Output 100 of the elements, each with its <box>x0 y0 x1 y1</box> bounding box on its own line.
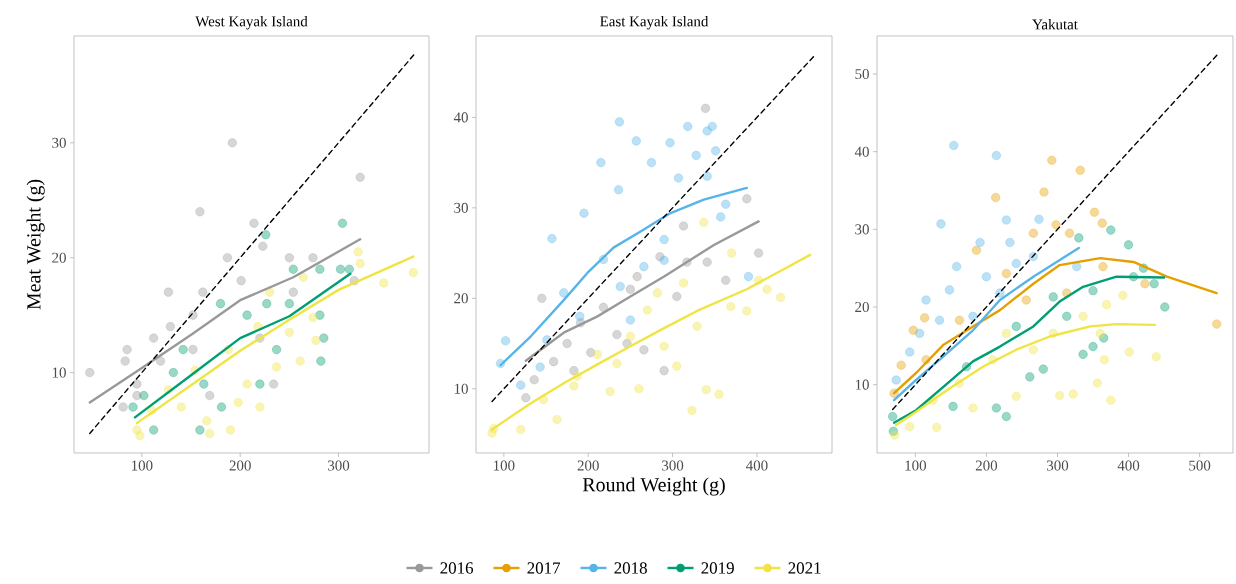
point <box>639 345 649 355</box>
point <box>227 138 237 148</box>
point <box>1028 228 1038 238</box>
point <box>634 384 644 394</box>
point <box>1011 258 1021 269</box>
point <box>702 171 712 181</box>
x-tick-label: 100 <box>493 460 515 471</box>
y-tick-label: 40 <box>854 146 869 157</box>
point <box>596 158 606 168</box>
point <box>726 301 736 312</box>
point <box>613 185 624 195</box>
point <box>284 299 294 309</box>
point <box>337 218 348 228</box>
point <box>1001 215 1011 225</box>
point <box>1001 328 1011 338</box>
point <box>579 208 589 218</box>
point <box>547 234 557 244</box>
point <box>888 411 898 422</box>
x-tick-label: 400 <box>1117 460 1140 471</box>
x-tick-label: 500 <box>1189 460 1211 471</box>
point <box>149 425 159 435</box>
point <box>615 281 625 292</box>
point <box>702 257 712 267</box>
point <box>1001 411 1011 422</box>
point <box>1078 349 1088 359</box>
point <box>659 255 669 265</box>
point <box>952 262 962 272</box>
point <box>1092 378 1102 388</box>
point <box>742 306 752 316</box>
point <box>271 362 282 372</box>
chart-title: East Kayak Island <box>600 15 709 30</box>
point <box>516 424 526 435</box>
point <box>1055 390 1065 401</box>
point <box>344 264 354 274</box>
point <box>632 272 642 282</box>
point <box>128 402 138 412</box>
point <box>120 356 130 366</box>
point <box>971 245 982 255</box>
point <box>1212 319 1222 329</box>
point <box>155 356 166 366</box>
point <box>754 248 764 258</box>
point <box>949 140 959 151</box>
point <box>631 136 641 146</box>
point <box>552 414 562 425</box>
y-tick-label: 10 <box>52 367 66 378</box>
y-tick-label: 10 <box>454 383 468 394</box>
point <box>249 218 259 228</box>
point <box>954 315 965 325</box>
x-tick-label: 300 <box>662 460 684 471</box>
point <box>968 311 978 321</box>
point <box>1047 155 1057 165</box>
point <box>710 146 721 156</box>
x-tick-label: 100 <box>905 460 927 471</box>
point <box>298 272 308 282</box>
point <box>646 158 657 168</box>
point <box>1097 218 1107 228</box>
point <box>1124 347 1134 357</box>
point <box>652 288 662 298</box>
point <box>625 284 635 294</box>
point <box>948 401 958 411</box>
point <box>1118 290 1128 300</box>
y-tick-label: 20 <box>454 293 468 304</box>
point <box>261 230 271 240</box>
point <box>122 345 132 355</box>
point <box>975 237 985 248</box>
point <box>315 310 325 320</box>
point <box>549 357 559 367</box>
point <box>202 416 212 426</box>
point <box>605 386 615 397</box>
point <box>1038 364 1048 374</box>
point <box>1140 279 1150 289</box>
legend-label: 2019 <box>701 562 734 574</box>
point <box>335 264 346 274</box>
x-tick-label: 200 <box>577 460 599 471</box>
point <box>118 402 128 412</box>
point <box>288 287 298 297</box>
x-tick-label: 100 <box>131 460 153 471</box>
point <box>625 331 635 341</box>
point <box>762 284 772 294</box>
point <box>1089 207 1100 217</box>
x-axis-title: Round Weight (g) <box>582 477 725 496</box>
point <box>319 333 329 343</box>
point <box>672 361 682 371</box>
point <box>205 428 215 439</box>
point <box>991 150 1001 161</box>
point <box>1039 187 1049 197</box>
point <box>569 381 579 391</box>
point <box>891 375 901 385</box>
point <box>659 341 669 351</box>
x-tick-label: 300 <box>1047 460 1069 471</box>
line-series <box>88 238 362 404</box>
point <box>678 278 689 288</box>
point <box>1062 311 1072 321</box>
point <box>188 310 198 320</box>
point <box>683 121 693 132</box>
point <box>516 380 526 390</box>
x-tick-label: 200 <box>975 460 998 471</box>
point <box>1099 355 1109 365</box>
point <box>529 375 539 385</box>
point <box>612 329 622 340</box>
